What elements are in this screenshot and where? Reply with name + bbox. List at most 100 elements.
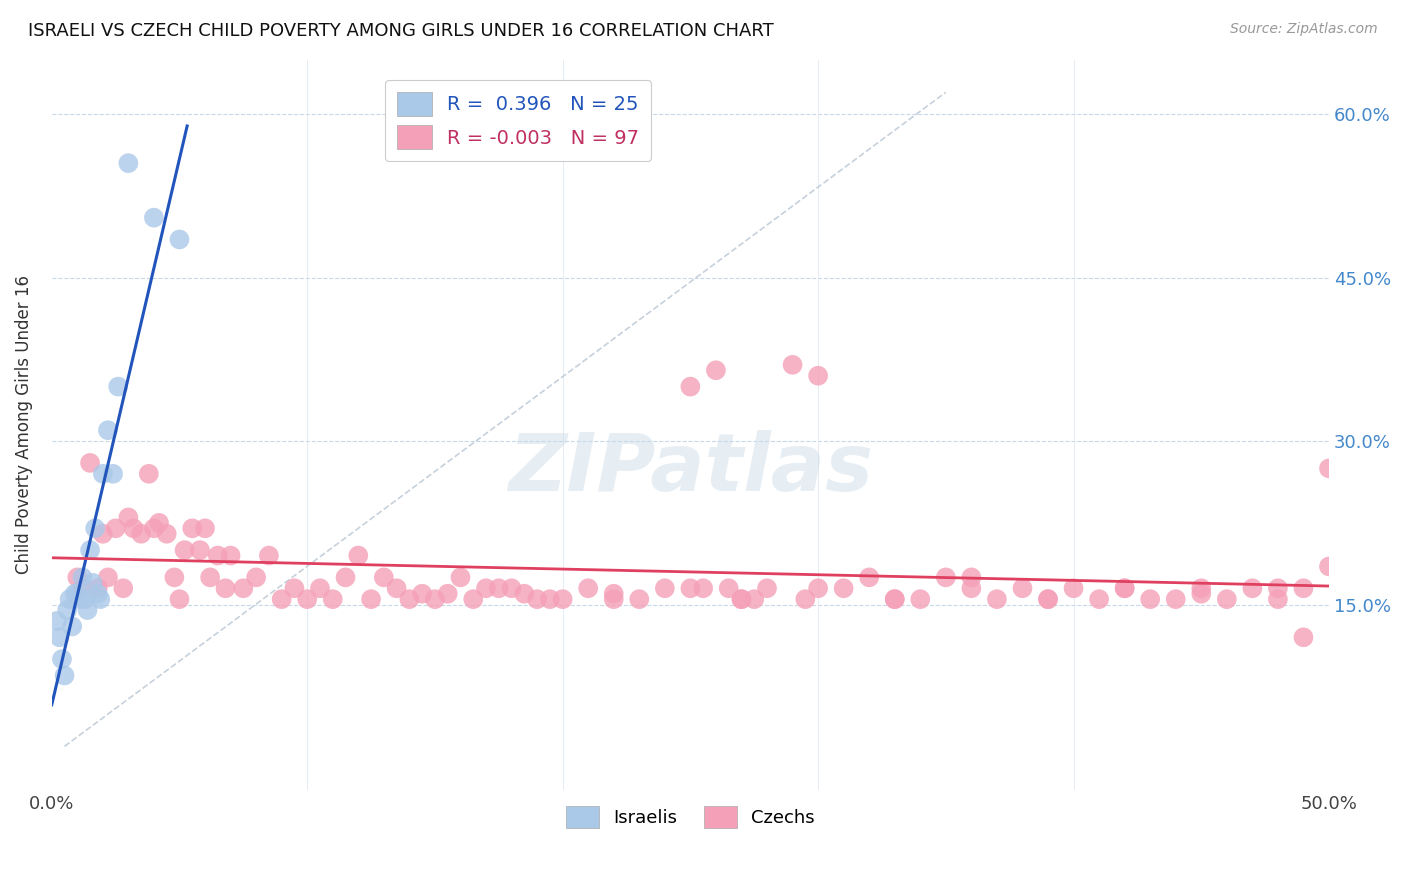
- Point: [309, 581, 332, 595]
- Point: [360, 592, 382, 607]
- Point: [59, 592, 82, 607]
- Point: [188, 543, 211, 558]
- Point: [142, 521, 165, 535]
- Point: [513, 587, 536, 601]
- Point: [910, 592, 932, 607]
- Point: [1036, 592, 1059, 607]
- Y-axis label: Child Poverty Among Girls Under 16: Child Poverty Among Girls Under 16: [15, 276, 32, 574]
- Point: [79, 543, 101, 558]
- Point: [576, 581, 599, 595]
- Point: [232, 581, 254, 595]
- Point: [782, 358, 804, 372]
- Point: [832, 581, 855, 595]
- Point: [1267, 592, 1289, 607]
- Point: [295, 592, 318, 607]
- Point: [1088, 592, 1111, 607]
- Point: [1267, 581, 1289, 595]
- Point: [858, 570, 880, 584]
- Point: [60, 619, 83, 633]
- Point: [436, 587, 458, 601]
- Point: [692, 581, 714, 595]
- Point: [97, 423, 120, 437]
- Point: [72, 570, 94, 584]
- Point: [423, 592, 446, 607]
- Point: [742, 592, 765, 607]
- Point: [730, 592, 752, 607]
- Point: [169, 592, 191, 607]
- Point: [117, 156, 139, 170]
- Point: [76, 603, 98, 617]
- Point: [1317, 559, 1340, 574]
- Point: [283, 581, 305, 595]
- Point: [986, 592, 1008, 607]
- Point: [322, 592, 344, 607]
- Point: [960, 570, 983, 584]
- Point: [807, 368, 830, 383]
- Point: [1114, 581, 1136, 595]
- Point: [1164, 592, 1187, 607]
- Text: ZIPatlas: ZIPatlas: [508, 430, 873, 508]
- Point: [807, 581, 830, 595]
- Point: [72, 581, 94, 595]
- Point: [101, 467, 124, 481]
- Point: [1292, 630, 1315, 644]
- Point: [270, 592, 292, 607]
- Point: [488, 581, 510, 595]
- Point: [450, 570, 472, 584]
- Point: [97, 570, 120, 584]
- Point: [138, 467, 160, 481]
- Point: [628, 592, 651, 607]
- Point: [1189, 587, 1212, 601]
- Point: [219, 549, 242, 563]
- Point: [87, 581, 110, 595]
- Point: [679, 379, 702, 393]
- Point: [373, 570, 395, 584]
- Point: [56, 603, 79, 617]
- Point: [104, 521, 127, 535]
- Point: [173, 543, 195, 558]
- Point: [214, 581, 236, 595]
- Point: [1292, 581, 1315, 595]
- Point: [501, 581, 523, 595]
- Point: [717, 581, 740, 595]
- Point: [53, 668, 76, 682]
- Point: [91, 467, 114, 481]
- Point: [1011, 581, 1033, 595]
- Point: [1241, 581, 1264, 595]
- Point: [66, 587, 89, 601]
- Point: [526, 592, 548, 607]
- Point: [679, 581, 702, 595]
- Point: [142, 211, 165, 225]
- Point: [63, 587, 86, 601]
- Point: [1139, 592, 1161, 607]
- Point: [82, 575, 104, 590]
- Point: [654, 581, 676, 595]
- Point: [603, 587, 626, 601]
- Point: [169, 232, 191, 246]
- Text: Source: ZipAtlas.com: Source: ZipAtlas.com: [1230, 22, 1378, 37]
- Point: [129, 526, 152, 541]
- Point: [69, 592, 91, 607]
- Point: [198, 570, 221, 584]
- Point: [756, 581, 779, 595]
- Point: [156, 526, 179, 541]
- Point: [66, 570, 89, 584]
- Point: [551, 592, 574, 607]
- Point: [89, 592, 111, 607]
- Point: [1063, 581, 1085, 595]
- Point: [91, 526, 114, 541]
- Point: [475, 581, 498, 595]
- Point: [122, 521, 145, 535]
- Point: [1216, 592, 1239, 607]
- Point: [335, 570, 357, 584]
- Point: [1189, 581, 1212, 595]
- Point: [84, 521, 107, 535]
- Point: [48, 630, 70, 644]
- Point: [794, 592, 817, 607]
- Point: [411, 587, 433, 601]
- Point: [385, 581, 408, 595]
- Point: [960, 581, 983, 595]
- Point: [463, 592, 485, 607]
- Point: [1317, 461, 1340, 475]
- Point: [117, 510, 139, 524]
